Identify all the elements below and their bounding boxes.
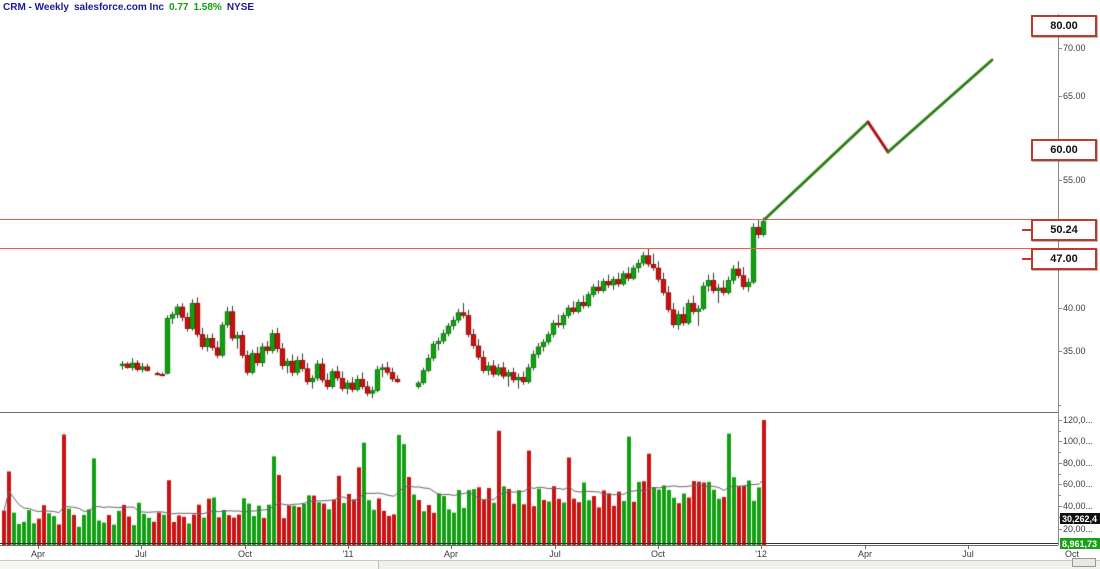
date-label: Jul [135,549,147,559]
volume-tick-label: 40,00... [1063,501,1094,511]
axis-spine [1058,14,1059,545]
axis-tick [1058,308,1062,309]
price-badge-50.24[interactable]: 50.24 [1031,219,1097,241]
axis-minor-tick [1058,495,1061,496]
pane-separator [0,412,1058,413]
date-tick [348,545,349,549]
date-label: Apr [857,549,873,559]
date-label: Jul [962,549,974,559]
date-label: Apr [30,549,46,559]
axis-tick [1058,48,1062,49]
date-label: '11 [342,549,354,559]
date-tick [451,545,452,549]
volume-tick-label: 60,00... [1063,479,1094,489]
axis-tick [1058,484,1062,485]
volume-pane[interactable] [0,413,1058,545]
price-badge-80.00[interactable]: 80.00 [1031,15,1097,37]
volume-badge-green[interactable]: 8,961,73 [1060,538,1100,549]
volume-badge-dark[interactable]: 30,262,4 [1060,513,1100,524]
axis-minor-tick [1058,452,1061,453]
toolbar-tab [288,561,379,569]
date-tick [38,545,39,549]
date-label: Oct [1064,549,1080,559]
axis-tick [1058,96,1062,97]
date-axis-spine [0,545,1058,546]
date-tick [865,545,866,549]
axis-minor-tick [1058,431,1061,432]
axis-tick [1058,351,1062,352]
bottom-toolbar[interactable] [0,560,1100,569]
date-tick [968,545,969,549]
axis-minor-tick [1058,405,1061,406]
date-label: '12 [755,549,767,559]
axis-tick [1058,463,1062,464]
badge-connector [1022,258,1032,260]
axis-tick [1058,529,1062,530]
volume-tick-label: 80,00... [1063,458,1094,468]
date-tick [245,545,246,549]
date-tick [761,545,762,549]
volume-canvas[interactable] [0,413,1058,545]
price-badge-47.00[interactable]: 47.00 [1031,248,1097,270]
axis-tick [1058,506,1062,507]
axis-minor-tick [1058,474,1061,475]
volume-tick-label: 120,0... [1063,415,1094,425]
price-tick-label: 55.00 [1063,175,1086,185]
axis-tick [1058,420,1062,421]
date-label: Jul [549,549,561,559]
volume-tick-label: 100,0... [1063,436,1094,446]
date-label: Oct [237,549,253,559]
horizontal-scrollbar-nub[interactable] [1072,558,1096,567]
date-label: Apr [443,549,459,559]
badge-connector [1022,229,1032,231]
axis-tick [1058,180,1062,181]
price-tick-label: 70.00 [1063,43,1086,53]
price-tick-label: 65.00 [1063,91,1086,101]
price-badge-60.00[interactable]: 60.00 [1031,139,1097,161]
axis-tick [1058,441,1062,442]
axis-minor-tick [1058,517,1061,518]
price-tick-label: 35.00 [1063,346,1086,356]
right-value-axis[interactable]: 70.0065.0055.0045.0040.0035.00120,0...10… [1058,0,1100,556]
last-volume-line [0,543,1058,544]
date-axis[interactable]: Apr Jul Oct '11 Apr Jul Oct '12 Apr Jul Oct [0,545,1079,563]
date-tick [141,545,142,549]
date-tick [555,545,556,549]
price-tick-label: 40.00 [1063,303,1086,313]
volume-tick-label: 20,00... [1063,524,1094,534]
date-label: Oct [650,549,666,559]
date-tick [658,545,659,549]
